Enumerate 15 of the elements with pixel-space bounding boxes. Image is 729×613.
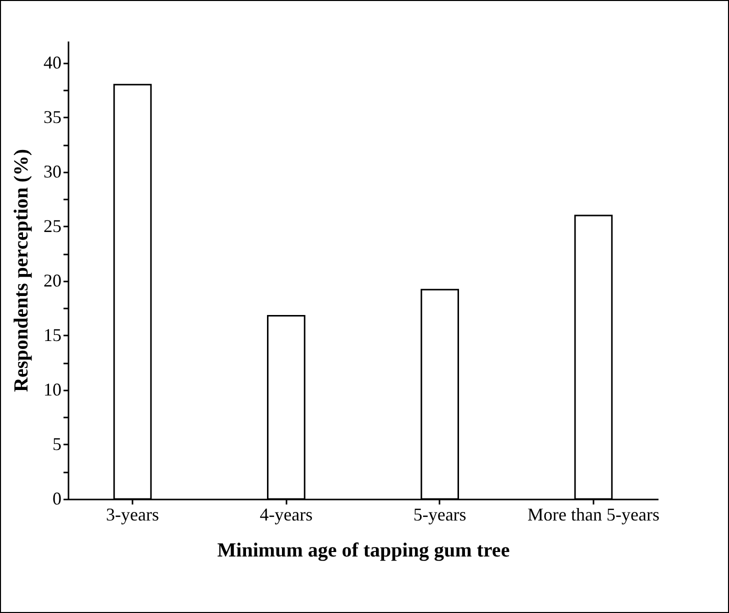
x-tick-label: 5-years [413, 504, 466, 524]
y-tick-label: 20 [44, 270, 62, 290]
y-tick-label: 10 [44, 379, 62, 400]
x-tick-label: More than 5-years [527, 504, 660, 524]
y-tick-label: 15 [44, 324, 62, 345]
y-tick-label: 35 [44, 106, 62, 127]
y-tick-label: 25 [44, 216, 62, 236]
y-axis-title: Respondents perception (%) [10, 149, 32, 392]
y-tick-label: 5 [52, 434, 62, 454]
y-tick-label: 30 [44, 161, 62, 182]
x-tick-label: 3-years [106, 504, 160, 524]
x-axis-title: Minimum age of tapping gum tree [217, 540, 510, 562]
y-tick-label: 0 [52, 488, 62, 508]
y-tick-label: 40 [44, 52, 62, 72]
x-tick-label: 4-years [260, 504, 313, 524]
